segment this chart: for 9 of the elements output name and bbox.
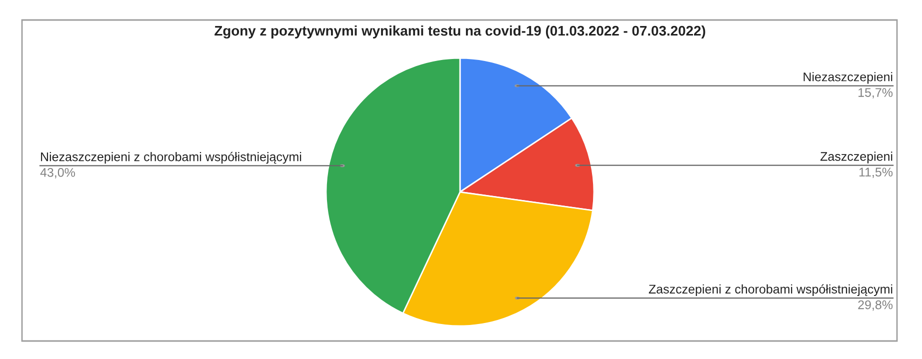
slice-label: Zaszczepieni z chorobami współistniejącymi <box>648 284 892 296</box>
slice-label: Zaszczepieni <box>820 152 892 164</box>
chart-title: Zgony z pozytywnymi wynikami testu na covid-19 (01.03.2022 - 07.03.2022) <box>214 25 706 39</box>
data-label: 15,7% <box>858 88 893 98</box>
slice-label: Niezaszczepieni z chorobami współistniejącymi <box>41 152 302 164</box>
data-label: 29,8% <box>858 300 893 311</box>
data-label: 11,5% <box>859 168 893 178</box>
slice-label: Niezaszczepieni <box>804 72 892 84</box>
data-label: 43,0% <box>40 168 75 178</box>
